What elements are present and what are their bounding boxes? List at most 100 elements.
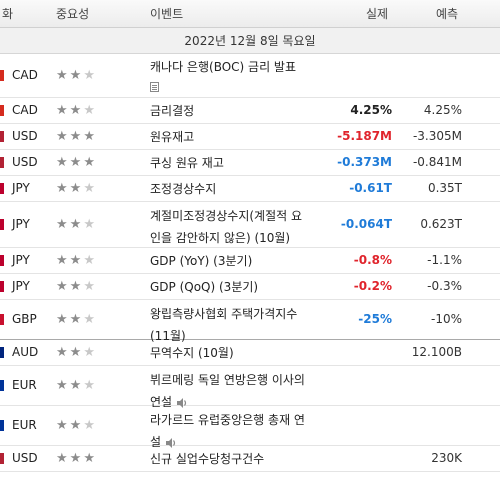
event-line: GDP (YoY) (3분기)	[150, 254, 253, 268]
event-line: 인을 감안하지 않은) (10월)	[150, 231, 291, 245]
table-header: 화 중요성 이벤트 실제 예측	[0, 0, 500, 28]
importance-stars: ★★★	[56, 346, 97, 360]
star-icon: ★	[56, 345, 70, 360]
table-row[interactable]: JPY ★★★ 조정경상수지 -0.61T 0.35T	[0, 176, 500, 202]
event-line: GDP (QoQ) (3분기)	[150, 280, 259, 294]
importance-stars: ★★★	[56, 130, 97, 144]
star-icon: ★	[69, 68, 84, 83]
flag-icon	[0, 380, 4, 391]
table-row[interactable]: JPY ★★★ GDP (QoQ) (3분기) -0.2% -0.3%	[0, 274, 500, 300]
actual-value: -0.373M	[337, 155, 392, 169]
flag-icon	[0, 131, 4, 142]
actual-value: -0.064T	[340, 217, 392, 231]
event-name[interactable]: 조정경상수지	[150, 178, 335, 200]
forecast-value: -0.841M	[412, 155, 462, 169]
star-icon: ★	[83, 181, 97, 196]
table-row[interactable]: USD ★★★ 신규 실업수당청구건수 230K	[0, 446, 500, 472]
table-row[interactable]: JPY ★★★ GDP (YoY) (3분기) -0.8% -1.1%	[0, 248, 500, 274]
actual-value: -0.8%	[353, 253, 392, 267]
table-row[interactable]: EUR ★★★ 뷔르메링 독일 연방은행 이사의 연설	[0, 366, 500, 409]
star-icon: ★	[56, 103, 70, 118]
event-line: 금리결정	[150, 104, 195, 118]
importance-stars: ★★★	[56, 379, 97, 393]
date-row: 2022년 12월 8일 목요일	[0, 28, 500, 54]
star-icon: ★	[69, 378, 84, 393]
actual-value: -0.2%	[353, 279, 392, 293]
event-line: 신규 실업수당청구건수	[150, 452, 265, 466]
event-line: 캐나다 은행(BOC) 금리 발표	[150, 60, 297, 74]
header-importance[interactable]: 중요성	[56, 7, 90, 21]
flag-icon	[0, 219, 4, 230]
document-icon[interactable]	[150, 81, 159, 92]
star-icon: ★	[69, 253, 84, 268]
event-name[interactable]: GDP (YoY) (3분기)	[150, 250, 335, 272]
star-icon: ★	[69, 451, 84, 466]
currency-label: GBP	[12, 312, 37, 326]
event-line: 연설	[150, 391, 335, 413]
actual-value: 4.25%	[350, 103, 392, 117]
table-row[interactable]: USD ★★★ 쿠싱 원유 재고 -0.373M -0.841M	[0, 150, 500, 176]
star-icon: ★	[83, 253, 97, 268]
header-actual[interactable]: 실제	[366, 7, 389, 21]
currency-label: EUR	[12, 378, 37, 392]
flag-icon	[0, 347, 4, 358]
table-row[interactable]: AUD ★★★ 무역수지 (10월) 12.100B	[0, 340, 500, 366]
currency-label: CAD	[12, 68, 38, 82]
star-icon: ★	[56, 155, 70, 170]
event-name[interactable]: 원유재고	[150, 126, 335, 148]
flag-icon	[0, 281, 4, 292]
table-row[interactable]: CAD ★★★ 캐나다 은행(BOC) 금리 발표	[0, 54, 500, 98]
star-icon: ★	[83, 68, 97, 83]
header-forecast[interactable]: 예측	[436, 7, 459, 21]
importance-stars: ★★★	[56, 419, 97, 433]
event-name[interactable]: 쿠싱 원유 재고	[150, 152, 335, 174]
forecast-value: -3.305M	[412, 129, 462, 143]
event-name[interactable]: 캐나다 은행(BOC) 금리 발표	[150, 56, 335, 94]
forecast-value: 12.100B	[411, 345, 462, 359]
event-name[interactable]: 무역수지 (10월)	[150, 342, 335, 364]
event-name[interactable]: 금리결정	[150, 100, 335, 122]
table-row[interactable]: JPY ★★★ 계절미조정경상수지(계절적 요 인을 감안하지 않은) (10월) -0…	[0, 202, 500, 248]
event-name[interactable]: 신규 실업수당청구건수	[150, 448, 335, 470]
table-row[interactable]: GBP ★★★ 왕립측량사협회 주택가격지수 (11월) -25% -10%	[0, 300, 500, 343]
speaker-icon	[166, 437, 176, 448]
event-line: 원유재고	[150, 130, 195, 144]
table-row[interactable]: CAD ★★★ 금리결정 4.25% 4.25%	[0, 98, 500, 124]
star-icon: ★	[56, 451, 70, 466]
header-currency[interactable]: 화	[2, 7, 14, 21]
flag-icon	[0, 157, 4, 168]
event-line: 라가르드 유럽중앙은행 총재 연	[150, 413, 305, 427]
star-icon: ★	[83, 418, 97, 433]
event-icon-line	[150, 78, 335, 94]
flag-icon	[0, 70, 4, 81]
event-name[interactable]: 계절미조정경상수지(계절적 요 인을 감안하지 않은) (10월)	[150, 205, 335, 249]
event-name[interactable]: GDP (QoQ) (3분기)	[150, 276, 335, 298]
currency-label: EUR	[12, 418, 37, 432]
actual-value: -25%	[358, 312, 392, 326]
flag-icon	[0, 255, 4, 266]
star-icon: ★	[56, 279, 70, 294]
actual-value: -5.187M	[337, 129, 392, 143]
event-name[interactable]: 왕립측량사협회 주택가격지수 (11월)	[150, 303, 335, 347]
table-row[interactable]: USD★★★원유재고-5.187M-3.305M-	[0, 124, 500, 150]
star-icon: ★	[56, 378, 70, 393]
importance-stars: ★★★	[56, 104, 97, 118]
star-icon: ★	[56, 68, 70, 83]
header-event[interactable]: 이벤트	[150, 7, 184, 21]
flag-icon	[0, 420, 4, 431]
star-icon: ★	[56, 181, 70, 196]
star-icon: ★	[83, 217, 97, 232]
importance-stars: ★★★	[56, 69, 97, 83]
importance-stars: ★★★	[56, 254, 97, 268]
forecast-value: 0.623T	[420, 217, 462, 231]
event-line: 뷔르메링 독일 연방은행 이사의	[150, 373, 305, 387]
forecast-value: -0.3%	[427, 279, 462, 293]
star-icon: ★	[56, 129, 70, 144]
importance-stars: ★★★	[56, 156, 97, 170]
star-icon: ★	[83, 279, 97, 294]
flag-icon	[0, 314, 4, 325]
star-icon: ★	[83, 129, 97, 144]
